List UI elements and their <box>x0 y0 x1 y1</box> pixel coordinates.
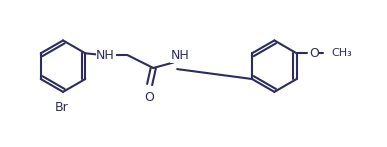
Text: CH₃: CH₃ <box>332 48 352 58</box>
Text: O: O <box>309 47 319 60</box>
Text: NH: NH <box>96 49 115 62</box>
Text: NH: NH <box>170 49 189 62</box>
Text: O: O <box>145 91 154 104</box>
Text: Br: Br <box>54 101 68 114</box>
